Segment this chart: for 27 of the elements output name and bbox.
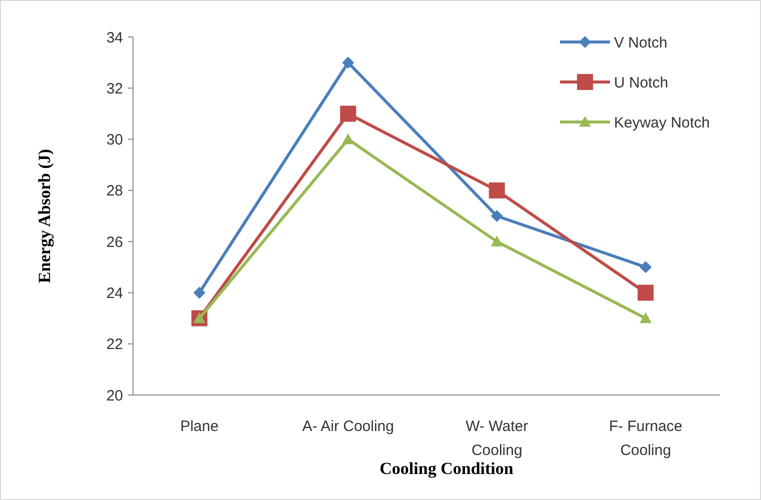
point xyxy=(638,284,654,301)
point xyxy=(342,56,354,69)
point xyxy=(640,261,652,274)
y-tick-label: 20 xyxy=(106,387,123,404)
y-tick-label: 26 xyxy=(106,234,123,251)
legend-label: U Notch xyxy=(614,74,668,92)
point xyxy=(490,236,503,246)
y-tick-label: 24 xyxy=(106,284,123,302)
point xyxy=(488,182,505,198)
point xyxy=(640,312,652,324)
x-tick-label: F- Furnace Cooling xyxy=(608,418,682,459)
x-tick-label: A- Air Cooling xyxy=(302,418,394,435)
y-tick-label: 22 xyxy=(106,336,123,354)
x-axis-title: Cooling Condition xyxy=(380,459,514,478)
y-tick-label: 32 xyxy=(106,80,123,98)
x-tick-label: W- Water Cooling xyxy=(466,418,528,459)
legend-label: Keyway Notch xyxy=(614,114,710,132)
x-tick-label: Plane xyxy=(180,418,219,435)
point xyxy=(490,210,503,222)
y-tick-label: 28 xyxy=(106,182,123,200)
y-axis-title: Energy Absorb (J) xyxy=(35,148,54,284)
y-tick-label: 30 xyxy=(106,132,123,149)
point xyxy=(193,286,206,299)
point xyxy=(340,106,356,122)
point xyxy=(342,133,354,144)
legend-label: V Notch xyxy=(614,34,668,52)
y-tick-label: 34 xyxy=(106,29,123,46)
